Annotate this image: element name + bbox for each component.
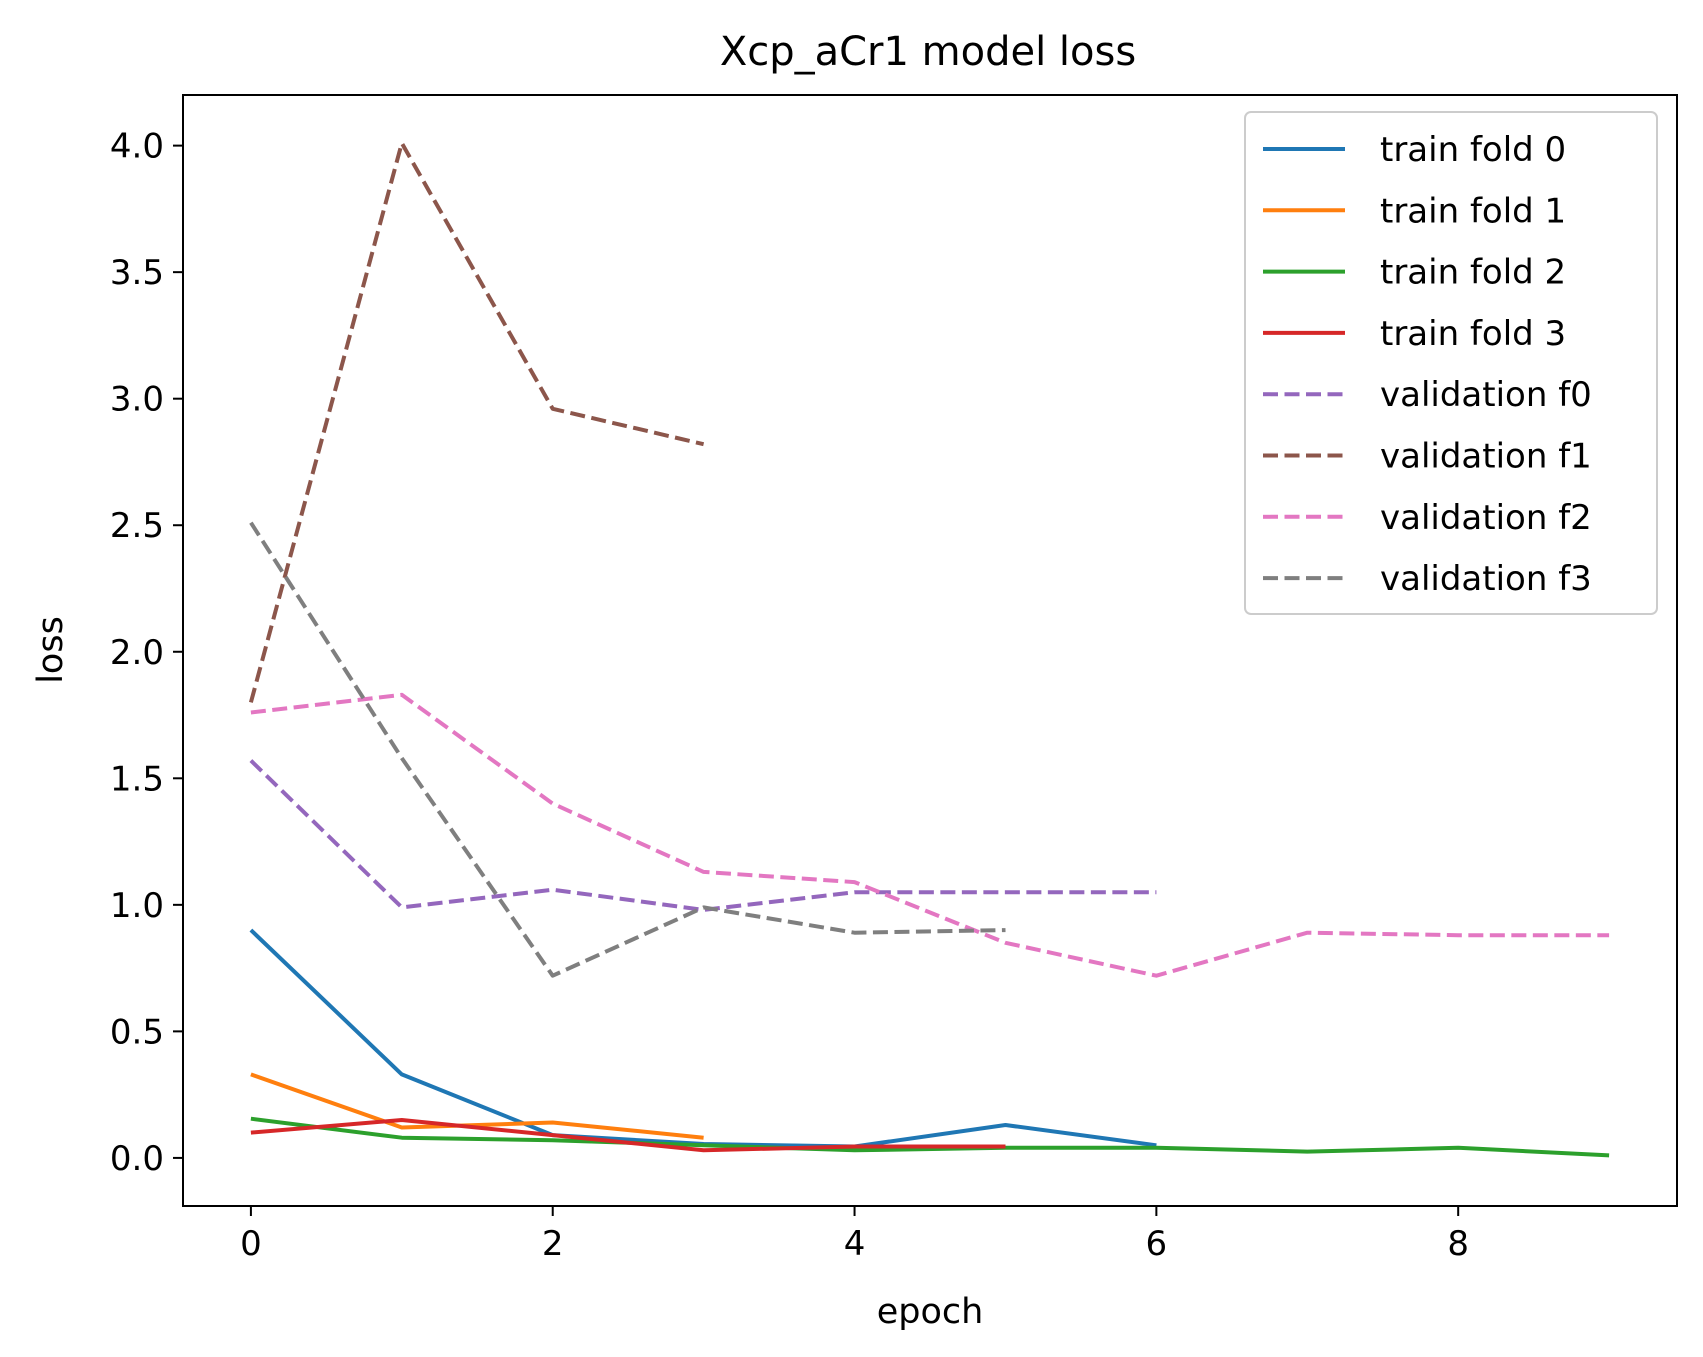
legend-label-validation-f2: validation f2 — [1380, 498, 1592, 538]
series-line-train-fold-2 — [250, 1116, 1610, 1158]
y-axis-label: loss — [31, 616, 71, 684]
legend-items: train fold 0 train fold 1 train fold 2 trai… — [1263, 130, 1592, 599]
legend-label-validation-f3: validation f3 — [1380, 559, 1592, 599]
y-tick-label: 0.0 — [110, 1139, 164, 1179]
legend-label-train-fold-2: train fold 2 — [1380, 253, 1566, 293]
series-line-validation-f3 — [249, 521, 1006, 978]
y-tick-label: 2.0 — [110, 633, 164, 673]
x-tick-label: 0 — [240, 1224, 262, 1264]
y-tick-label: 1.5 — [110, 759, 164, 799]
series-line-validation-f0 — [249, 759, 1157, 912]
series-layer — [248, 141, 1610, 1158]
plot-area-frame — [182, 94, 1678, 1207]
series-line-train-fold-1 — [250, 1072, 704, 1140]
series-line-validation-f1 — [248, 141, 705, 703]
legend: train fold 0 train fold 1 train fold 2 trai… — [1244, 111, 1658, 615]
y-tick-label: 2.5 — [110, 506, 164, 546]
x-tick-label: 6 — [1146, 1224, 1168, 1264]
y-tick-label: 3.0 — [110, 380, 164, 420]
legend-label-validation-f0: validation f0 — [1380, 375, 1592, 415]
y-tick-label: 1.0 — [110, 886, 164, 926]
x-tick-label: 8 — [1447, 1224, 1469, 1264]
series-line-validation-f2 — [250, 692, 1610, 978]
y-tick-label: 3.5 — [110, 253, 164, 293]
y-axis-ticks: 0.0 0.5 1.0 1.5 2.0 2.5 3.0 3.5 4.0 — [110, 127, 183, 1179]
x-tick-label: 2 — [542, 1224, 564, 1264]
y-tick-label: 0.5 — [110, 1012, 164, 1052]
y-tick-label: 4.0 — [110, 127, 164, 167]
x-axis-label: epoch — [877, 1292, 984, 1332]
legend-label-validation-f1: validation f1 — [1380, 437, 1592, 477]
series-line-train-fold-3 — [250, 1118, 1006, 1153]
x-tick-label: 4 — [844, 1224, 866, 1264]
x-axis-ticks: 0 2 4 6 8 — [240, 1206, 1469, 1264]
legend-box — [1244, 111, 1658, 615]
legend-label-train-fold-0: train fold 0 — [1380, 130, 1566, 170]
legend-label-train-fold-1: train fold 1 — [1380, 191, 1566, 231]
legend-label-train-fold-3: train fold 3 — [1380, 314, 1566, 354]
chart-title: Xcp_aCr1 model loss — [720, 29, 1136, 75]
